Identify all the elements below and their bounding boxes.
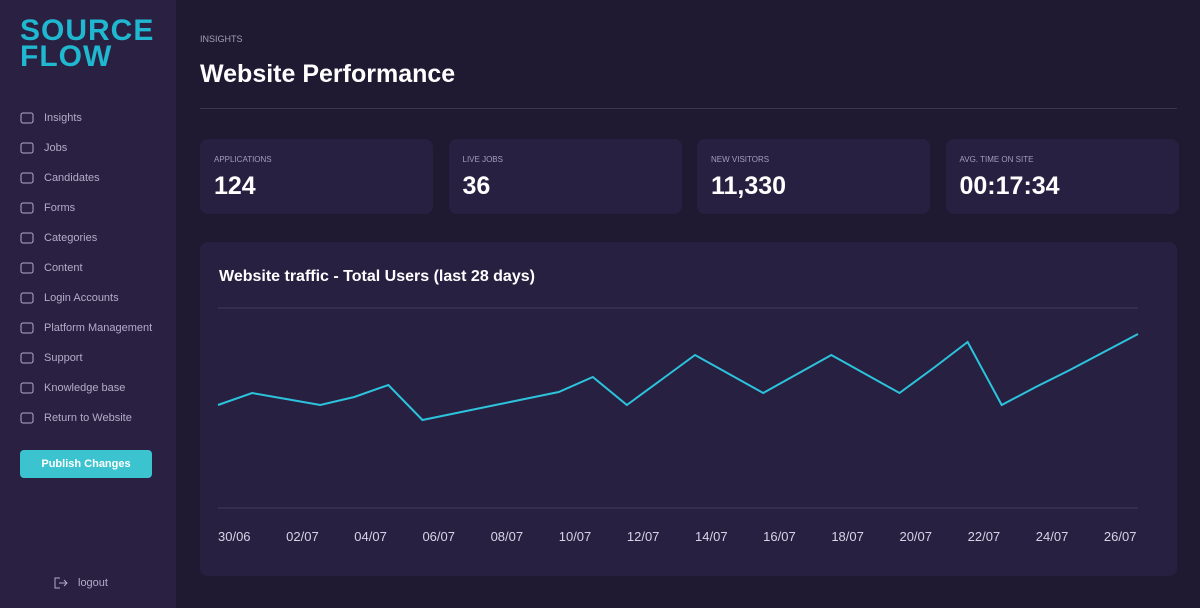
icon-shape (20, 292, 34, 304)
menu-icon (20, 232, 34, 244)
logout-icon (54, 577, 68, 589)
x-tick-label: 04/07 (354, 529, 387, 544)
menu-item[interactable]: Content (20, 260, 83, 276)
menu-icon (20, 292, 34, 304)
icon-shape (20, 382, 34, 394)
chart-card: Website traffic - Total Users (last 28 d… (200, 242, 1177, 576)
menu-icon (20, 382, 34, 394)
x-tick-label: 08/07 (491, 529, 524, 544)
menu-label: Support (44, 352, 83, 364)
menu-icon (20, 322, 34, 334)
stat-label: LIVE JOBS (462, 155, 503, 164)
menu-item[interactable]: Support (20, 350, 83, 366)
stat-value: 11,330 (711, 172, 787, 200)
logo-line: SOURCE (20, 14, 155, 47)
menu-item[interactable]: Knowledge base (20, 380, 125, 396)
menu-label: Return to Website (44, 412, 132, 424)
stat-card: APPLICATIONS 124 (200, 139, 433, 214)
stat-value: 124 (214, 172, 256, 200)
icon-shape (20, 142, 34, 154)
menu-label: Insights (44, 112, 82, 124)
menu-icon (20, 202, 34, 214)
stat-value: 00:17:34 (959, 172, 1060, 200)
menu-label: Login Accounts (44, 292, 119, 304)
menu-item[interactable]: Login Accounts (20, 290, 119, 306)
menu-icon (20, 172, 34, 184)
stat-label: AVG. TIME ON SITE (959, 155, 1034, 164)
breadcrumb: INSIGHTS (200, 34, 243, 44)
logout[interactable]: logout (54, 577, 108, 589)
icon-shape (20, 112, 34, 124)
icon-shape (20, 262, 34, 274)
x-tick-label: 10/07 (559, 529, 592, 544)
x-tick-label: 20/07 (899, 529, 932, 544)
menu-label: Jobs (44, 142, 68, 154)
menu-label: Content (44, 262, 83, 274)
menu-item[interactable]: Forms (20, 200, 75, 216)
x-tick-label: 26/07 (1104, 529, 1137, 544)
x-tick-label: 30/06 (218, 529, 251, 544)
publish-button[interactable]: Publish Changes (20, 450, 152, 478)
menu-item[interactable]: Categories (20, 230, 97, 246)
divider (200, 108, 1177, 109)
chart-title: Website traffic - Total Users (last 28 d… (219, 268, 535, 285)
menu-icon (20, 412, 34, 424)
x-tick-label: 18/07 (831, 529, 864, 544)
icon-shape (20, 202, 34, 214)
data-line (217, 333, 1139, 422)
menu-label: Forms (44, 202, 76, 214)
menu-item[interactable]: Jobs (20, 140, 67, 156)
menu-icon (20, 352, 34, 364)
chart: Website traffic - Total Users (last 28 d… (217, 268, 1139, 544)
icon-shape (20, 412, 34, 424)
logo[interactable]: SOURCE FLOW (20, 14, 155, 73)
menu-icon (20, 112, 34, 124)
x-tick-label: 06/07 (422, 529, 455, 544)
menu-label: Knowledge base (44, 382, 126, 394)
stat-label: NEW VISITORS (711, 155, 770, 164)
x-tick-label: 02/07 (286, 529, 319, 544)
icon-shape (20, 352, 34, 364)
stat-label: APPLICATIONS (214, 155, 272, 164)
stat-value: 36 (462, 172, 491, 200)
stat-card: AVG. TIME ON SITE 00:17:34 (945, 139, 1179, 214)
menu-item[interactable]: Candidates (20, 170, 100, 186)
stat-card: NEW VISITORS 11,330 (697, 139, 930, 214)
icon-shape (20, 322, 34, 334)
icon-shape (20, 172, 34, 184)
menu-label: Categories (44, 232, 98, 244)
menu-icon (20, 142, 34, 154)
logo-line: FLOW (20, 40, 113, 73)
x-tick-label: 24/07 (1036, 529, 1069, 544)
stat-card: LIVE JOBS 36 (448, 139, 682, 214)
menu-item[interactable]: Return to Website (20, 410, 132, 426)
menu-item[interactable]: Platform Management (20, 320, 152, 336)
x-tick-label: 14/07 (695, 529, 728, 544)
x-tick-label: 22/07 (968, 529, 1001, 544)
menu-label: Platform Management (44, 322, 153, 334)
logout-label: logout (78, 577, 108, 589)
menu-label: Candidates (44, 172, 100, 184)
menu-icon (20, 262, 34, 274)
x-tick-label: 12/07 (627, 529, 660, 544)
x-tick-label: 16/07 (763, 529, 796, 544)
icon-shape (20, 232, 34, 244)
sidebar: SOURCE FLOW Insights Jobs Candidates Forms Ca… (0, 0, 176, 608)
menu-item[interactable]: Insights (20, 110, 82, 126)
page-title: Website Performance (200, 60, 456, 88)
